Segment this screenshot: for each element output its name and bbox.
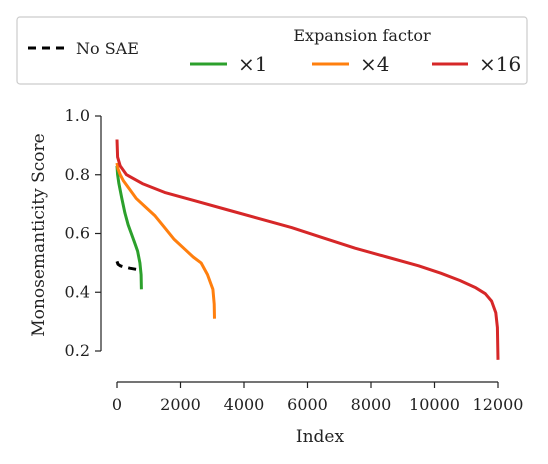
legend-label-no-sae: No SAE: [76, 39, 139, 58]
y-tick-label: 1.0: [65, 106, 90, 125]
x-tick-label: 4000: [224, 395, 265, 414]
legend-title: Expansion factor: [293, 26, 431, 45]
legend: Expansion factor No SAE ×1 ×4 ×16: [16, 16, 528, 85]
x-ticks: 0 2000 4000 6000 8000 10000 12000: [112, 382, 524, 414]
series-layer: [115, 139, 500, 360]
x-tick-label: 0: [112, 395, 122, 414]
x-axis-title: Index: [296, 427, 345, 447]
series-line-no-sae: [115, 260, 142, 272]
y-axis-title: Monosemanticity Score: [29, 133, 49, 336]
legend-label-x16: ×16: [479, 52, 521, 76]
y-tick-label: 0.4: [65, 282, 90, 301]
series-line-x16: [115, 139, 500, 360]
y-tick-label: 0.2: [65, 341, 90, 360]
legend-frame: [16, 16, 528, 85]
x-tick-label: 2000: [160, 395, 201, 414]
legend-label-x1: ×1: [238, 52, 267, 76]
y-ticks: 0.2 0.4 0.6 0.8 1.0: [65, 106, 101, 360]
legend-label-x4: ×4: [360, 52, 389, 76]
x-tick-label: 6000: [287, 395, 328, 414]
x-tick-label: 12000: [473, 395, 524, 414]
series-line-x4: [115, 162, 216, 319]
y-tick-label: 0.8: [65, 165, 90, 184]
x-tick-label: 10000: [409, 395, 460, 414]
y-tick-label: 0.6: [65, 224, 90, 243]
series-line-x1: [115, 165, 143, 290]
x-tick-label: 8000: [351, 395, 392, 414]
